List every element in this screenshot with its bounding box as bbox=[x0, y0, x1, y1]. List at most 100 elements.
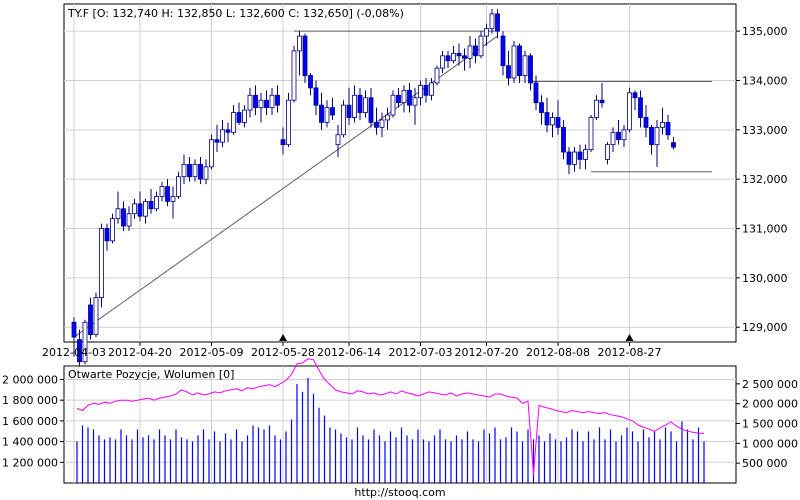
date-x-axis: 2012-04-03 2012-04-20 2012-05-09 2012-05-28… bbox=[42, 342, 661, 359]
price-tick-label: 135,000 bbox=[742, 25, 788, 38]
candle-body bbox=[434, 67, 440, 84]
candle-body bbox=[605, 144, 610, 160]
candle-body bbox=[462, 55, 467, 59]
candle-body bbox=[379, 119, 385, 128]
candle-body bbox=[88, 304, 93, 335]
candle-body bbox=[214, 139, 220, 143]
candle-body bbox=[181, 163, 187, 178]
event-marker bbox=[279, 334, 287, 341]
candle-body bbox=[374, 122, 379, 128]
candle-body bbox=[390, 94, 396, 116]
candle-body bbox=[517, 45, 522, 76]
open-interest-line bbox=[76, 358, 704, 475]
candle-body bbox=[242, 109, 247, 123]
open-interest-tick-label: 1 600 000 bbox=[2, 415, 58, 428]
candle-body bbox=[385, 114, 390, 121]
candle-body bbox=[203, 166, 209, 180]
candle-body bbox=[495, 13, 500, 32]
candle-body bbox=[555, 117, 561, 128]
candle-body bbox=[291, 50, 297, 101]
price-tick-label: 130,000 bbox=[742, 272, 788, 285]
candle-body bbox=[159, 186, 165, 197]
candle-body bbox=[330, 107, 335, 116]
candle-body bbox=[577, 151, 583, 160]
candle-body bbox=[165, 186, 170, 202]
date-tick-label: 2012-08-27 bbox=[598, 346, 662, 359]
candle-body bbox=[566, 151, 572, 165]
price-panel: 129,000 130,000 131,000 132,000 133,000 134,0… bbox=[42, 3, 788, 372]
candle-body bbox=[302, 35, 308, 76]
candle-body bbox=[71, 321, 77, 338]
candles bbox=[71, 8, 676, 372]
candle-body bbox=[654, 126, 660, 146]
volume-tick-label: 1 500 000 bbox=[742, 418, 798, 431]
candle-body bbox=[104, 228, 110, 242]
footer-link[interactable]: http://stooq.com bbox=[354, 486, 445, 499]
candle-body bbox=[275, 94, 280, 106]
candle-body bbox=[638, 97, 643, 118]
candle-body bbox=[671, 142, 676, 148]
candle-body bbox=[313, 87, 319, 106]
candle-body bbox=[478, 35, 484, 57]
candle-body bbox=[550, 117, 555, 126]
date-tick-label: 2012-06-14 bbox=[317, 346, 381, 359]
candle-body bbox=[286, 99, 291, 146]
candle-body bbox=[225, 129, 231, 133]
price-gridlines bbox=[64, 4, 736, 342]
candle-body bbox=[412, 97, 418, 106]
candle-body bbox=[231, 112, 236, 133]
price-tick-label: 131,000 bbox=[742, 223, 788, 236]
candle-body bbox=[324, 107, 330, 123]
candle-body bbox=[621, 129, 627, 141]
candle-body bbox=[346, 104, 352, 118]
candle-body bbox=[423, 85, 429, 96]
candle-body bbox=[473, 45, 478, 57]
candle-body bbox=[341, 104, 346, 136]
open-interest-tick-label: 1 800 000 bbox=[2, 394, 58, 407]
candle-body bbox=[456, 52, 462, 57]
candle-body bbox=[561, 126, 566, 153]
candle-body bbox=[583, 149, 588, 160]
candle-body bbox=[132, 203, 137, 215]
candle-body bbox=[148, 200, 154, 210]
candle-body bbox=[176, 176, 181, 197]
event-marker bbox=[625, 334, 634, 341]
date-tick-label: 2012-04-20 bbox=[108, 346, 172, 359]
candle-body bbox=[627, 92, 632, 131]
candle-body bbox=[357, 94, 363, 113]
volume-tick-label: 2 500 000 bbox=[742, 378, 798, 391]
candle-body bbox=[308, 75, 313, 89]
candle-body bbox=[352, 94, 357, 118]
candle-body bbox=[467, 45, 473, 59]
open-interest-tick-label: 1 200 000 bbox=[2, 456, 58, 469]
chart-title: TY.F [O: 132,740 H: 132,850 L: 132,600 C… bbox=[67, 7, 404, 20]
candle-body bbox=[506, 65, 511, 79]
candle-body bbox=[269, 94, 275, 109]
volume-tick-label: 2 000 000 bbox=[742, 398, 798, 411]
candle-body bbox=[82, 321, 88, 363]
price-tick-label: 129,000 bbox=[742, 321, 788, 334]
candle-body bbox=[396, 94, 401, 104]
candle-body bbox=[539, 102, 544, 113]
price-tick-label: 133,000 bbox=[742, 124, 788, 137]
date-tick-label: 2012-08-08 bbox=[526, 346, 590, 359]
candle-body bbox=[187, 163, 192, 178]
volume-panel-title: Otwarte Pozycje, Wolumen [0] bbox=[68, 368, 234, 381]
date-tick-label: 2012-05-28 bbox=[251, 346, 315, 359]
candle-body bbox=[489, 13, 495, 30]
candle-body bbox=[616, 131, 621, 141]
candle-body bbox=[236, 112, 242, 123]
open-interest-axis: 2 000 000 1 800 000 1 600 000 1 400 000 1 20… bbox=[2, 373, 64, 469]
candle-body bbox=[258, 99, 264, 109]
price-tick-label: 134,000 bbox=[742, 74, 788, 87]
candle-body bbox=[209, 139, 214, 168]
candle-body bbox=[115, 208, 121, 220]
candle-body bbox=[170, 196, 176, 202]
candle-body bbox=[522, 55, 528, 76]
candle-body bbox=[335, 134, 341, 146]
date-tick-label: 2012-04-03 bbox=[42, 346, 106, 359]
date-tick-label: 2012-07-20 bbox=[455, 346, 519, 359]
candle-body bbox=[264, 99, 269, 109]
candle-body bbox=[220, 129, 225, 143]
candle-body bbox=[500, 35, 506, 67]
